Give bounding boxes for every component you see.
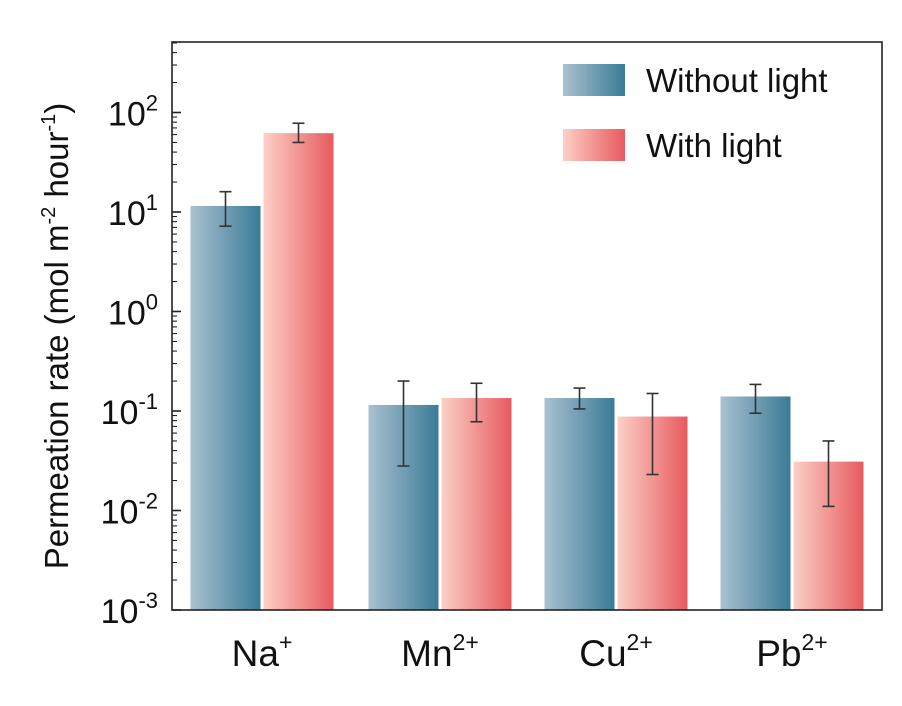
legend-label-1: With light: [646, 127, 782, 164]
axes: 10-3 10-2 10-1 100 101 102 Na+ Mn2+ Cu2+ Pb2+ Perm…: [38, 41, 883, 674]
x-tick-label-cu: Cu2+: [579, 629, 653, 674]
bar-with-light-mn: [441, 398, 512, 610]
y-tick-label-0: 100: [108, 290, 158, 333]
y-tick-label-2: 102: [108, 91, 158, 134]
y-axis-title: Permeation rate (mol m-2 hour-1): [38, 103, 75, 570]
x-tick-label-pb: Pb2+: [756, 629, 828, 674]
bar-without-light-na: [190, 205, 261, 610]
bar-without-light-pb: [720, 396, 791, 610]
legend-label-0: Without light: [646, 62, 828, 99]
y-tick-label--1: 10-1: [101, 389, 158, 432]
y-tick-label--2: 10-2: [101, 489, 158, 532]
legend-swatch-0: [563, 64, 625, 96]
plot-area: [190, 122, 864, 610]
bar-with-light-na: [263, 133, 334, 610]
y-tick-label--3: 10-3: [101, 588, 158, 631]
x-tick-label-na: Na+: [232, 629, 293, 674]
plot-frame: [171, 41, 883, 611]
bar-without-light-cu: [544, 398, 615, 610]
x-tick-label-mn: Mn2+: [401, 629, 479, 674]
legend-swatch-1: [563, 129, 625, 161]
legend: Without light With light: [563, 62, 828, 164]
y-tick-label-1: 101: [108, 190, 158, 233]
